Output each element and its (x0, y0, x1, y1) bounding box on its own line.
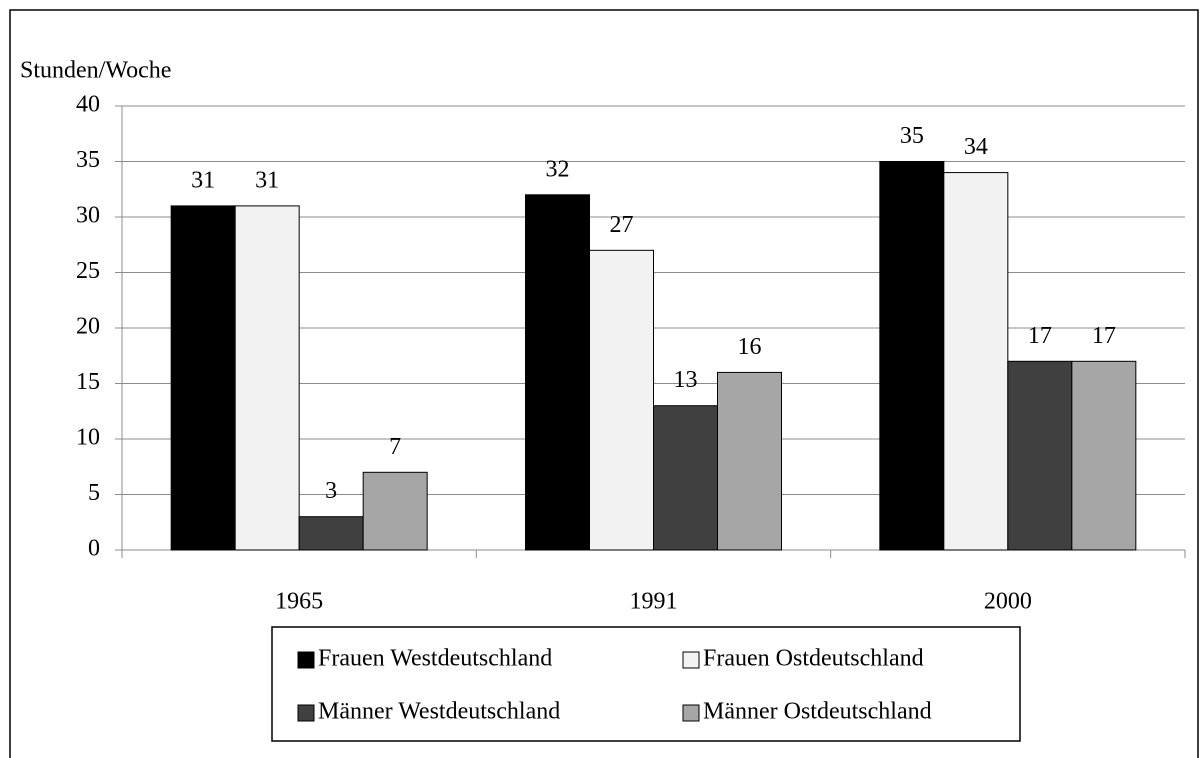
y-tick-label: 40 (76, 92, 100, 118)
data-label: 7 (389, 434, 401, 460)
data-label: 34 (964, 134, 988, 160)
data-label: 16 (738, 334, 762, 360)
data-label: 32 (546, 156, 570, 182)
legend-box (271, 626, 1021, 742)
bar (1007, 360, 1073, 551)
data-label: 31 (191, 167, 215, 193)
legend-key (682, 704, 700, 722)
data-label: 3 (325, 478, 337, 504)
data-label: 17 (1028, 323, 1052, 349)
bar (943, 172, 1009, 551)
y-tick-label: 0 (88, 536, 100, 562)
legend-label: Frauen Ostdeutschland (703, 646, 924, 672)
bar (298, 516, 364, 551)
data-label: 17 (1092, 323, 1116, 349)
legend-key (297, 704, 315, 722)
legend-label: Männer Ostdeutschland (703, 699, 932, 725)
bar (589, 249, 654, 551)
bar (717, 371, 782, 551)
chart-border (9, 9, 1199, 758)
x-tick-label: 2000 (984, 589, 1032, 615)
bar (879, 161, 945, 551)
data-label: 35 (900, 123, 924, 149)
legend-label: Männer Westdeutschland (318, 699, 560, 725)
data-label: 13 (674, 367, 698, 393)
bar (362, 471, 428, 551)
bar (525, 194, 590, 551)
legend-label: Frauen Westdeutschland (318, 646, 552, 672)
x-tick-label: 1965 (275, 589, 323, 615)
y-tick-label: 25 (76, 258, 100, 284)
y-tick-label: 10 (76, 425, 100, 451)
y-tick-label: 20 (76, 314, 100, 340)
y-tick-label: 5 (88, 480, 100, 506)
bar (170, 205, 236, 551)
bar (234, 205, 300, 551)
y-tick-label: 15 (76, 369, 100, 395)
data-label: 27 (610, 212, 634, 238)
bar (1071, 360, 1137, 551)
legend-key (297, 651, 315, 669)
x-tick-label: 1991 (630, 589, 678, 615)
y-axis-label: Stunden/Woche (20, 58, 171, 84)
data-label: 31 (255, 167, 279, 193)
y-tick-label: 35 (76, 147, 100, 173)
legend-key (682, 651, 700, 669)
y-tick-label: 30 (76, 203, 100, 229)
bar (653, 405, 718, 551)
